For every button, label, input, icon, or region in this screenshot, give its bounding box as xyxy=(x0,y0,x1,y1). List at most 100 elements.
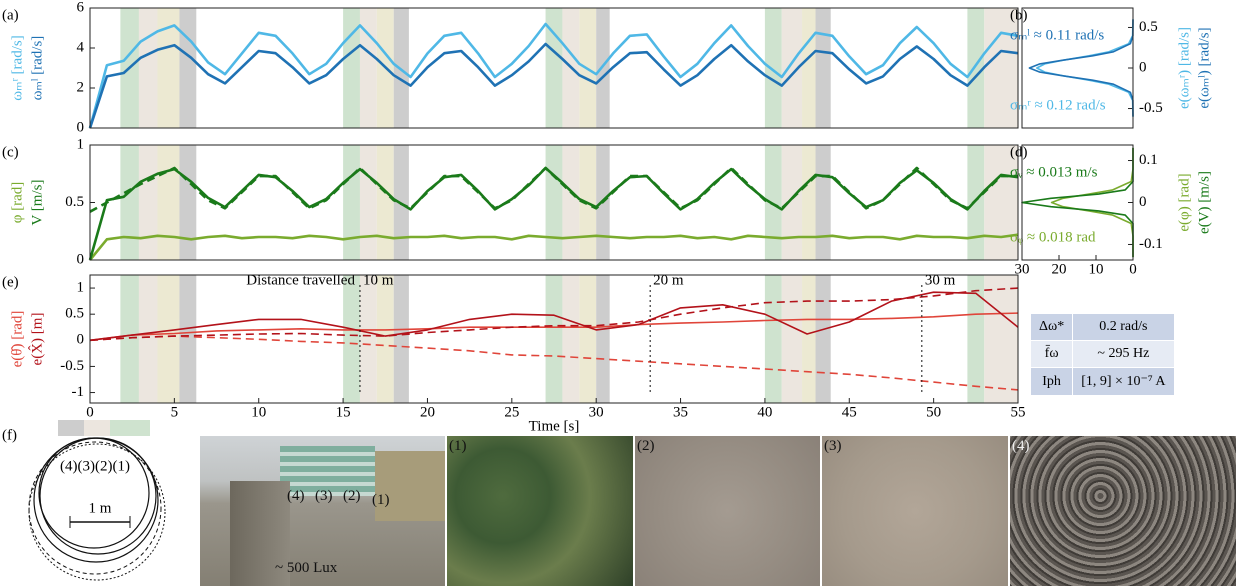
series-line xyxy=(89,312,1019,342)
highlight-band xyxy=(802,145,816,260)
annotation: σₘʳ ≈ 0.12 rad/s xyxy=(1010,97,1106,113)
carpet xyxy=(280,446,375,496)
y-axis-label: e(ωₘˡ) [rad/s] xyxy=(1196,27,1212,108)
x-tick-label: 50 xyxy=(926,404,941,420)
distance-label: 10 m xyxy=(363,272,394,288)
wall xyxy=(375,451,445,521)
y-axis-label: φ [rad] xyxy=(9,182,25,224)
surface-labels: (4)(3)(2)(1) xyxy=(60,458,130,474)
highlight-band xyxy=(764,8,782,128)
highlight-band xyxy=(815,145,831,260)
highlight-band xyxy=(343,145,360,260)
distance-label: 20 m xyxy=(653,272,684,288)
y-tick-label: -0.1 xyxy=(1139,236,1163,252)
y-tick-label: -0.5 xyxy=(1139,100,1163,116)
y-axis-label: ωₘʳ [rad/s] xyxy=(9,35,25,100)
series-line xyxy=(88,166,1019,261)
scene-photo: (4) (3) (2) (1) ~ 500 Lux xyxy=(200,436,445,586)
distance-title: Distance travelled xyxy=(246,272,355,288)
highlight-band xyxy=(393,275,409,403)
x-tick-label: 20 xyxy=(1052,261,1067,277)
highlight-band xyxy=(764,275,782,403)
highlight-band xyxy=(359,145,377,260)
highlight-band xyxy=(120,145,139,260)
texture-label: (2) xyxy=(637,438,655,454)
texture-label: (1) xyxy=(449,438,467,454)
highlight-band xyxy=(179,145,197,260)
series-line xyxy=(89,335,1019,391)
highlight-band xyxy=(579,275,597,403)
x-tick-label: 25 xyxy=(504,404,519,420)
table-cell: 0.2 rad/s xyxy=(1072,313,1175,341)
y-axis-label: V [m/s] xyxy=(29,180,45,226)
highlight-band xyxy=(179,275,197,403)
x-axis-label: Time [s] xyxy=(529,418,580,434)
x-tick-label: 55 xyxy=(1011,404,1026,420)
highlight-band xyxy=(596,8,610,128)
panel: -0.5 0 0.5 e(ωₘʳ) [rad/s] e(ωₘˡ) [rad/s] (b) σ… xyxy=(1010,7,1212,129)
x-tick-label: 45 xyxy=(842,404,857,420)
highlight-band xyxy=(179,8,197,128)
caption: ~ 500 Lux xyxy=(275,560,338,576)
x-tick-label: 0 xyxy=(1129,261,1137,277)
y-axis-label: ωₘˡ [rad/s] xyxy=(29,36,45,101)
y-tick-label: 0 xyxy=(77,119,85,135)
highlight-band xyxy=(545,145,563,260)
texture-photo: (2) xyxy=(635,436,820,586)
y-tick-label: 6 xyxy=(77,0,85,15)
y-tick-label: 1 xyxy=(77,136,85,152)
scene-label: (2) xyxy=(343,488,361,504)
x-tick-label: 5 xyxy=(171,404,179,420)
trajectory xyxy=(28,441,162,575)
x-tick-label: 10 xyxy=(1089,261,1104,277)
trajectory xyxy=(28,443,166,581)
plot-frame xyxy=(89,7,1019,129)
highlight-band xyxy=(376,275,394,403)
highlight-band xyxy=(138,275,158,403)
panel-label: (d) xyxy=(1010,144,1028,160)
highlight-band xyxy=(984,275,1018,403)
texture-label: (3) xyxy=(824,438,842,454)
scene-label: (3) xyxy=(315,488,333,504)
annotation: σₘˡ ≈ 0.11 rad/s xyxy=(1010,27,1104,43)
highlight-band xyxy=(157,145,180,260)
panel: 0 2 4 6 ωₘʳ [rad/s] ωₘˡ [rad/s] (a) xyxy=(2,0,1019,135)
texture-photo: (3) xyxy=(822,436,1008,586)
panel-label: (c) xyxy=(2,144,19,160)
y-tick-label: 0.5 xyxy=(1139,19,1158,35)
y-tick-label: 0.1 xyxy=(1139,152,1158,168)
table-cell: Δω* xyxy=(1029,313,1074,341)
highlight-band xyxy=(359,275,377,403)
plot-frame xyxy=(89,144,1019,261)
highlight-band xyxy=(764,145,782,260)
y-tick-label: 0 xyxy=(77,251,85,267)
y-tick-label: 1 xyxy=(77,279,85,295)
y-tick-label: -0.5 xyxy=(60,358,84,374)
x-tick-label: 40 xyxy=(757,404,772,420)
highlight-band xyxy=(343,8,360,128)
parameter-table: Δω* 0.2 rad/s f̄ω ~ 295 Hz Iph [1, 9] × 10⁻… xyxy=(1029,313,1175,396)
highlight-band xyxy=(815,8,831,128)
texture-photo: (4) xyxy=(1010,436,1236,586)
highlight-band xyxy=(802,8,816,128)
x-tick-label: 20 xyxy=(420,404,435,420)
panel-label: (a) xyxy=(2,7,19,23)
y-axis-label: e(V) [m/s] xyxy=(1196,171,1212,234)
scene-label: (4) xyxy=(287,488,305,504)
x-tick-label: 30 xyxy=(589,404,604,420)
highlight-band xyxy=(157,8,180,128)
panel: -0.100.130 20 10 0e(φ) [rad] e(V) [m/s](d)σᵥ… xyxy=(1010,144,1212,277)
table-cell: ~ 295 Hz xyxy=(1072,340,1175,368)
texture-photo: (1) xyxy=(447,436,633,586)
series-line xyxy=(1036,19,1134,117)
series-line xyxy=(1050,147,1134,258)
y-axis-label: e(ωₘʳ) [rad/s] xyxy=(1176,27,1192,109)
highlight-band xyxy=(967,145,985,260)
highlight-band xyxy=(967,8,985,128)
panel-f: (f) (4)(3)(2)(1) 1 m xyxy=(2,420,166,581)
annotation: σᵥ ≈ 0.013 m/s xyxy=(1010,164,1098,180)
distance-label: 30 m xyxy=(925,272,956,288)
y-tick-label: -1 xyxy=(72,384,85,400)
